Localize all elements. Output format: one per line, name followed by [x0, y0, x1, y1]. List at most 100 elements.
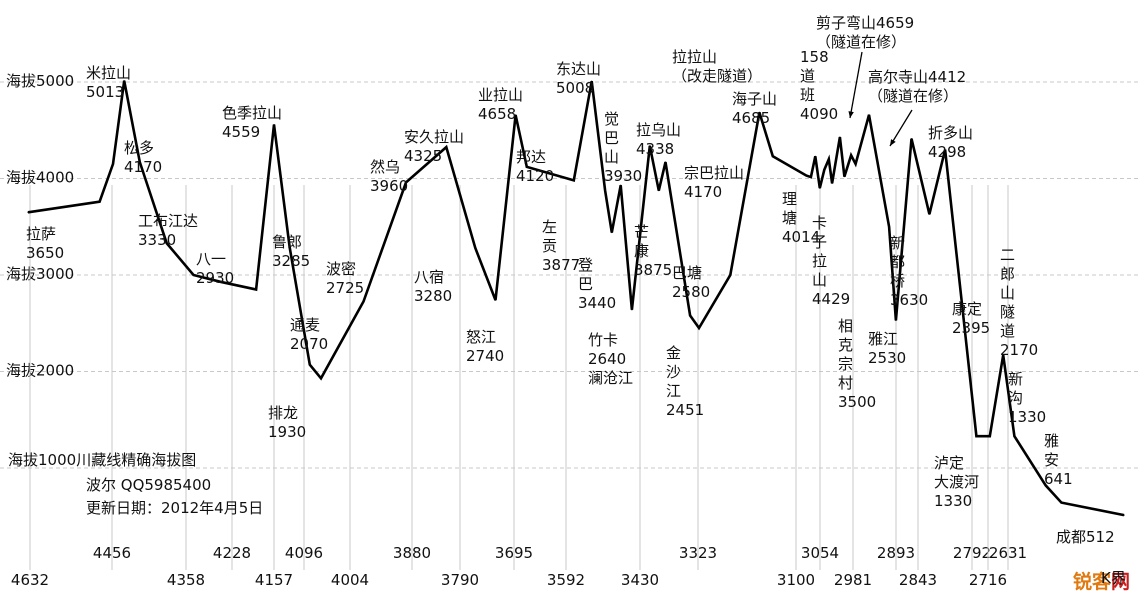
station-label-line: 1930 [268, 423, 306, 441]
station-label-line: 3930 [604, 167, 642, 185]
station-label-line: 5013 [86, 83, 124, 101]
author-label: 波尔 QQ5985400 [86, 476, 212, 494]
profile-point [810, 176, 812, 178]
station-label-haizi: 海子山 4685 [732, 90, 777, 127]
x-tick-label: 3323 [679, 544, 717, 562]
station-label-line: 拉拉山 [672, 48, 717, 66]
profile-point [850, 154, 852, 156]
profile-point [772, 155, 774, 157]
x-tick-label: 3790 [441, 571, 479, 589]
station-label-line: 巴 [604, 129, 619, 147]
y-tick-label: 海拔5000 [6, 72, 74, 90]
station-label-anjiu: 安久拉山 4325 [404, 128, 464, 165]
station-label-line: 登 [578, 256, 593, 274]
station-label-line: 2740 [466, 347, 504, 365]
station-label-line: 3630 [890, 291, 928, 309]
profile-point [1060, 502, 1062, 504]
profile-point [649, 145, 651, 147]
station-label-line: 4325 [404, 147, 442, 165]
station-label-line: 2580 [672, 283, 710, 301]
profile-point [405, 181, 407, 183]
station-label-line: 八一 [196, 250, 226, 268]
station-label-gaoer: 高尔寺山4412 （隧道在修） [868, 68, 966, 105]
profile-point [729, 274, 731, 276]
station-label-line: 米拉山 [86, 64, 131, 82]
station-label-line: 4338 [636, 140, 674, 158]
station-label-line: 竹卡 [588, 331, 618, 349]
station-label-lawu: 拉乌山 4338 [636, 121, 681, 158]
profile-point [698, 327, 700, 329]
station-label-line: 高尔寺山4412 [868, 68, 966, 86]
station-label-xingou: 新沟 1330 [1008, 370, 1046, 426]
station-label-line: 安 [1044, 451, 1059, 469]
station-label-erlang: 二郎山隧道 2170 [1000, 246, 1038, 359]
profile-point [445, 146, 447, 148]
station-label-line: 158 [800, 48, 829, 66]
profile-point [895, 319, 897, 321]
station-label-line: 康定 [952, 300, 982, 318]
arrow-gaoer-head [890, 139, 896, 146]
chart-title: 川藏线精确海拔图 [76, 451, 197, 469]
station-label-line: 3440 [578, 294, 616, 312]
profile-point [98, 201, 101, 203]
x-tick-label: 2843 [899, 571, 937, 589]
station-label-line: 新 [1008, 370, 1023, 388]
station-label-line: 金 [666, 344, 681, 362]
profile-point [834, 162, 837, 164]
station-label-jueba: 觉巴山 3930 [604, 110, 642, 185]
station-label-line: 色季拉山 [222, 104, 282, 122]
station-label-line: 3280 [414, 287, 452, 305]
station-label-lala: 拉拉山（改走隧道） [672, 48, 762, 85]
x-unit-label: K界 [1101, 569, 1126, 587]
station-label-luding: 泸定大渡河 1330 [934, 454, 979, 510]
y-tick-label: 海拔3000 [6, 265, 74, 283]
station-label-line: 雅 [1044, 432, 1059, 450]
station-label-line: 成都512 [1056, 528, 1115, 546]
station-label-line: 通麦 [290, 316, 320, 334]
station-label-line: 3875 [634, 261, 672, 279]
x-tick-label: 2792 [953, 544, 991, 562]
station-label-line: 3330 [138, 231, 176, 249]
station-label-jianzi: 剪子弯山4659 （隧道在修） [816, 14, 914, 51]
arrow-jianzi [849, 51, 863, 119]
profile-point [526, 166, 528, 168]
profile-point [831, 182, 833, 184]
station-label-line: 塘 [782, 209, 797, 227]
station-label-line: 二 [1000, 246, 1015, 264]
station-label-gongbu: 工布江达 3330 [138, 212, 198, 249]
station-label-line: 理 [782, 190, 797, 208]
station-label-line: 2930 [196, 269, 234, 287]
profile-point [166, 242, 168, 244]
station-label-seji: 色季拉山 4559 [222, 104, 282, 141]
profile-point [255, 288, 257, 291]
station-label-line: 3285 [272, 252, 310, 270]
station-label-zheduo: 折多山 4298 [928, 124, 973, 161]
station-label-line: 沟 [1008, 389, 1023, 407]
station-label-lhasa: 拉萨 3650 [26, 225, 64, 262]
profile-point [823, 169, 825, 171]
profile-point [309, 364, 311, 366]
station-label-line: 松多 [124, 139, 154, 157]
station-label-line: 郎 [1000, 265, 1015, 283]
station-label-line: （隧道在修） [816, 33, 906, 51]
station-label-line: 3877 [542, 256, 580, 274]
station-label-line: 村 [838, 374, 853, 392]
station-label-ranwu: 然乌 3960 [370, 158, 408, 195]
station-label-line: 3960 [370, 177, 408, 195]
station-label-mangkang: 芒康 3875 [634, 223, 672, 279]
chart-title-block: 海拔1000川藏线精确海拔图 [8, 451, 196, 470]
station-label-bangda: 邦达 4120 [516, 148, 554, 185]
x-tick-label: 2893 [877, 544, 915, 562]
x-tick-label: 4228 [213, 544, 251, 562]
station-label-line: 排龙 [268, 404, 298, 422]
x-tick-label: 4004 [331, 571, 369, 589]
profile-point [928, 213, 931, 215]
station-label-line: 山 [812, 271, 827, 289]
station-label-line: 2451 [666, 401, 704, 419]
profile-point [944, 149, 946, 151]
station-label-line: 2170 [1000, 341, 1038, 359]
x-tick-label: 4358 [167, 571, 205, 589]
station-label-line: 1330 [1008, 408, 1046, 426]
profile-point [888, 226, 890, 228]
profile-point [123, 80, 125, 82]
